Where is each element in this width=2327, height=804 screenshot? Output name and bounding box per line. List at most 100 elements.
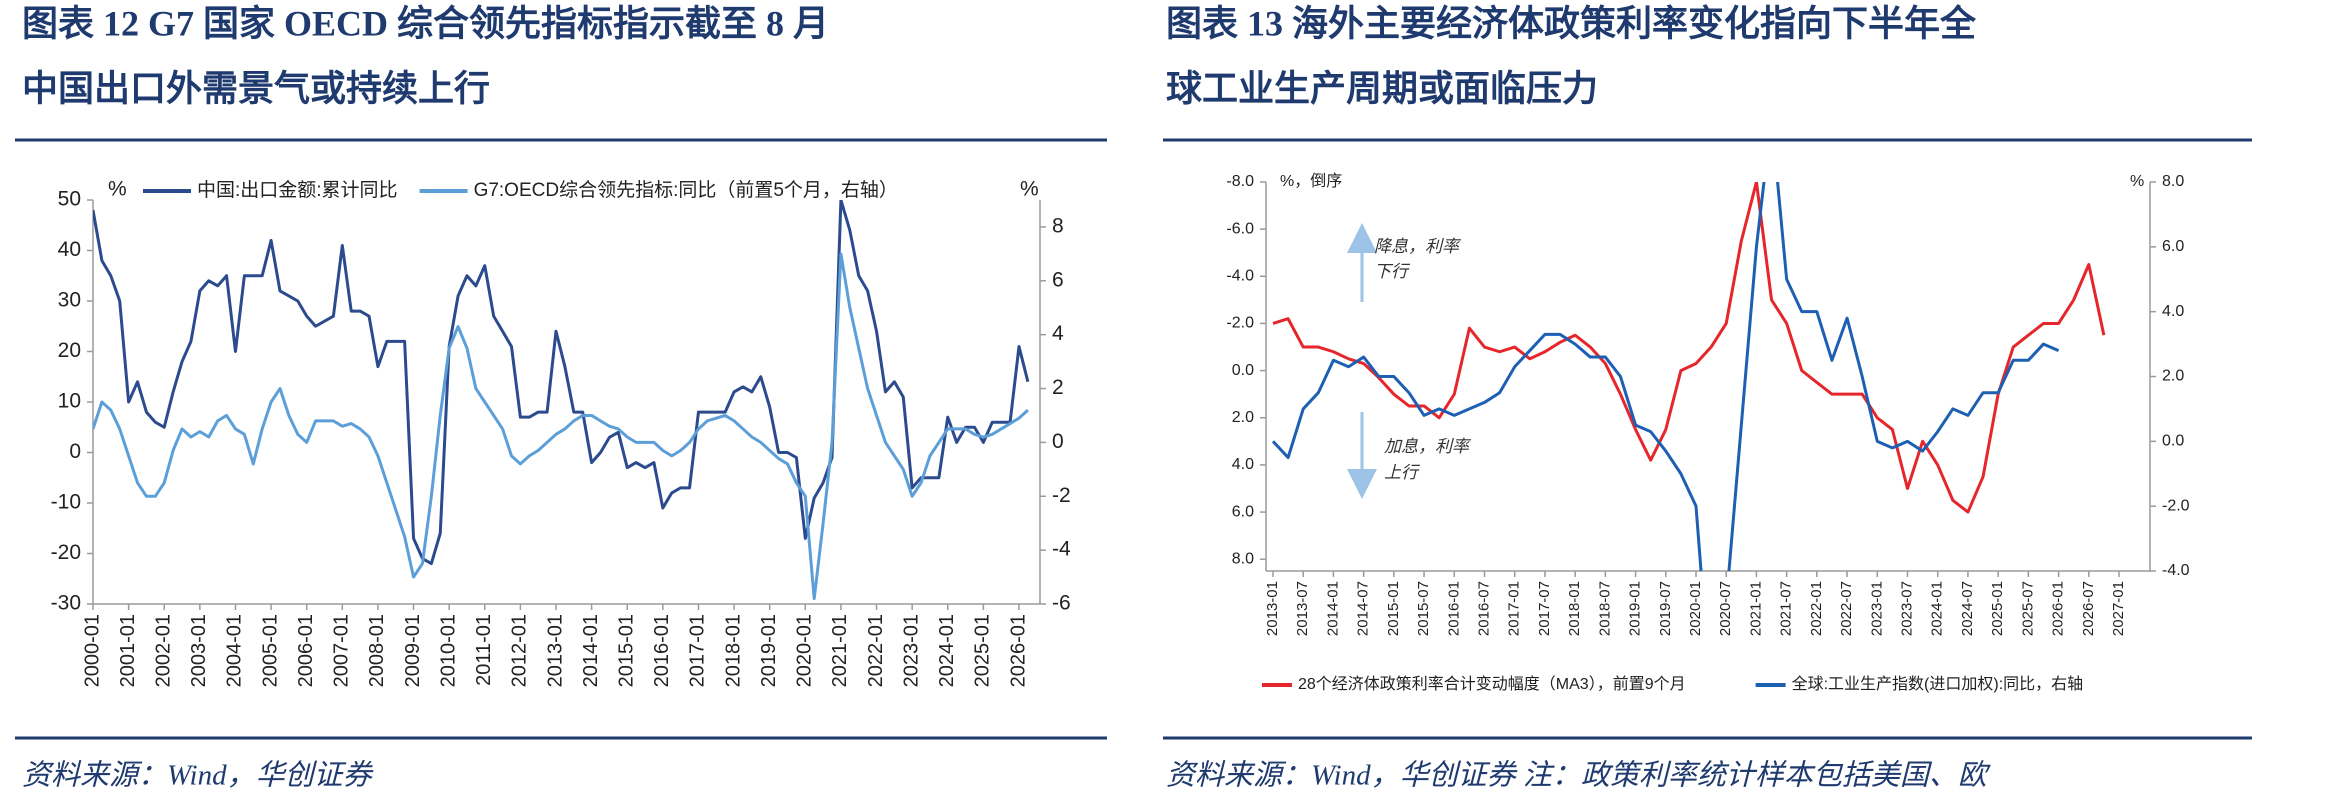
x-tick-label: 2002-01 (153, 614, 175, 687)
x-tick-label: 2026-01 (2050, 581, 2067, 636)
x-tick-label: 2021-07 (1778, 581, 1795, 636)
x-tick-label: 2017-01 (1506, 581, 1523, 636)
y-tick-label: 0 (69, 440, 81, 463)
y-tick-label: 40 (58, 238, 81, 261)
figure-title: 中国出口外需景气或持续上行 (22, 68, 490, 108)
x-tick-label: 2024-07 (1959, 581, 1976, 636)
x-tick-label: 2018-01 (1566, 581, 1583, 636)
x-tick-label: 2016-01 (1445, 581, 1462, 636)
y-tick-label: 10 (58, 390, 81, 413)
x-tick-label: 2004-01 (224, 614, 246, 687)
x-tick-label: 2011-01 (473, 614, 495, 686)
legend-label: 中国:出口金额:累计同比 (197, 179, 398, 201)
x-tick-label: 2023-01 (900, 614, 922, 687)
x-tick-label: 2019-01 (758, 614, 780, 687)
legend-label: 全球:工业生产指数(进口加权):同比，右轴 (1792, 675, 2084, 693)
x-tick-label: 2000-01 (81, 614, 103, 687)
series-line (93, 200, 1030, 566)
x-tick-label: 2006-01 (295, 614, 317, 687)
y-tick-label: 50 (58, 188, 81, 211)
y-tick-label: -6.0 (1226, 220, 1254, 237)
x-tick-label: 2019-07 (1657, 581, 1674, 636)
x-tick-label: 2020-01 (794, 614, 816, 687)
x-tick-label: 2013-01 (1264, 581, 1281, 636)
series-line (93, 252, 1029, 601)
x-tick-label: 2013-01 (544, 614, 566, 687)
y2-tick-label: -2.0 (2162, 497, 2190, 514)
y2-tick-label: 2 (1052, 376, 1064, 399)
x-tick-label: 2018-07 (1596, 581, 1613, 636)
x-tick-label: 2026-01 (1007, 614, 1029, 687)
y-tick-label: 0.0 (1232, 362, 1254, 379)
x-tick-label: 2020-01 (1687, 581, 1704, 636)
y-tick-label: -8.0 (1226, 173, 1254, 190)
x-tick-label: 2017-01 (687, 614, 709, 687)
x-tick-label: 2016-07 (1475, 581, 1492, 636)
x-tick-label: 2024-01 (936, 614, 958, 687)
y2-tick-label: -2 (1052, 484, 1071, 507)
x-tick-label: 2018-01 (722, 614, 744, 687)
x-tick-label: 2008-01 (366, 614, 388, 687)
x-tick-label: 2015-01 (1385, 581, 1402, 636)
y-tick-label: 30 (58, 289, 81, 312)
y-tick-label: 8.0 (1232, 550, 1254, 567)
x-tick-label: 2022-01 (1808, 581, 1825, 636)
annotation: 下行 (1374, 262, 1411, 281)
legend-label: G7:OECD综合领先指标:同比（前置5个月，右轴） (474, 179, 898, 201)
y-tick-label: -30 (51, 592, 81, 615)
y2-axis-label: % (2130, 173, 2144, 190)
y2-tick-label: 8 (1052, 214, 1064, 237)
figure-title: 球工业生产周期或面临压力 (1166, 68, 1598, 108)
y-tick-label: 6.0 (1232, 503, 1254, 520)
y-tick-label: 4.0 (1232, 456, 1254, 473)
y-tick-label: -20 (51, 541, 81, 564)
x-tick-label: 2020-07 (1717, 581, 1734, 636)
x-tick-label: 2012-01 (509, 614, 531, 687)
y2-tick-label: -4.0 (2162, 562, 2190, 579)
y-tick-label: -4.0 (1226, 268, 1254, 285)
x-tick-label: 2026-07 (2080, 581, 2097, 636)
x-tick-label: 2016-01 (651, 614, 673, 687)
x-tick-label: 2015-07 (1415, 581, 1432, 636)
y-tick-label: 2.0 (1232, 409, 1254, 426)
x-tick-label: 2023-07 (1898, 581, 1915, 636)
y-tick-label: -10 (51, 491, 81, 514)
y2-tick-label: 0.0 (2162, 433, 2184, 450)
x-tick-label: 2021-01 (1747, 581, 1764, 636)
x-tick-label: 2021-01 (829, 614, 851, 687)
series-line (1272, 182, 2106, 514)
x-tick-label: 2014-01 (580, 614, 602, 687)
x-tick-label: 2022-07 (1838, 581, 1855, 636)
x-tick-label: 2025-01 (972, 614, 994, 687)
annotation: 上行 (1384, 463, 1421, 482)
y2-tick-label: 6.0 (2162, 238, 2184, 255)
y-axis-label: % (108, 178, 127, 201)
x-tick-label: 2022-01 (865, 614, 887, 687)
x-tick-label: 2014-01 (1324, 581, 1341, 636)
annotation: 加息，利率 (1384, 437, 1472, 456)
y2-axis-label: % (1020, 178, 1039, 201)
source-note: 资料来源：Wind，华创证券 (22, 760, 374, 792)
figure-title: 图表 13 海外主要经济体政策利率变化指向下半年全 (1166, 2, 1977, 43)
x-tick-label: 2017-07 (1536, 581, 1553, 636)
x-tick-label: 2010-01 (437, 614, 459, 687)
legend-label: 28个经济体政策利率合计变动幅度（MA3），前置9个月 (1298, 675, 1686, 693)
x-tick-label: 2009-01 (402, 614, 424, 687)
x-tick-label: 2027-01 (2110, 581, 2127, 636)
x-tick-label: 2005-01 (259, 614, 281, 687)
y2-tick-label: -6 (1052, 592, 1071, 615)
y-axis-label: %，倒序 (1280, 172, 1342, 190)
x-tick-label: 2024-01 (1929, 581, 1946, 636)
y-tick-label: -2.0 (1226, 315, 1254, 332)
x-tick-label: 2023-01 (1868, 581, 1885, 636)
y2-tick-label: 2.0 (2162, 368, 2184, 385)
y2-tick-label: 6 (1052, 268, 1064, 291)
x-tick-label: 2007-01 (331, 614, 353, 687)
series-line (1271, 182, 2060, 571)
y2-tick-label: 8.0 (2162, 173, 2184, 190)
source-note: 资料来源：Wind，华创证券 注：政策利率统计样本包括美国、欧 (1166, 760, 1991, 792)
x-tick-label: 2025-07 (2019, 581, 2036, 636)
figure-title: 图表 12 G7 国家 OECD 综合领先指标指示截至 8 月 (22, 3, 829, 43)
y2-tick-label: 4 (1052, 322, 1064, 345)
